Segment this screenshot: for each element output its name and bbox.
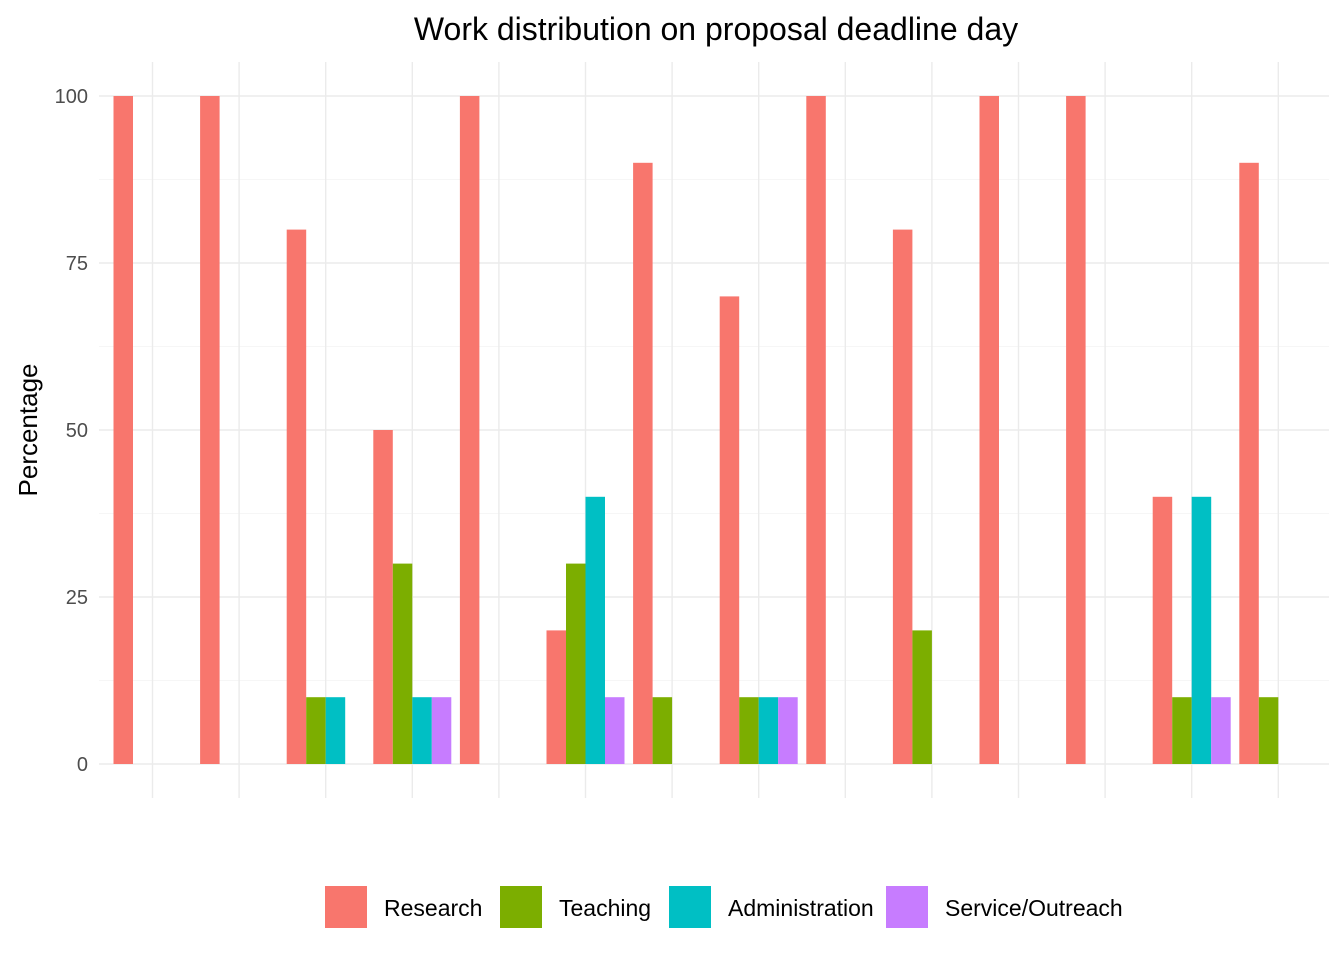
bar-research [979, 96, 999, 764]
bar-research [1066, 96, 1086, 764]
legend-key-teaching [500, 886, 542, 928]
legend-key-research [325, 886, 367, 928]
bar-administration [412, 697, 432, 764]
legend-label-teaching: Teaching [559, 895, 651, 921]
bar-administration [325, 697, 346, 764]
bar-research [806, 96, 826, 764]
bar-research [200, 96, 220, 764]
legend-key-administration [669, 886, 711, 928]
bar-research [113, 96, 133, 764]
bar-service-outreach [778, 697, 798, 764]
legend-label-research: Research [384, 895, 482, 921]
bar-teaching [306, 697, 326, 764]
legend-key-service-outreach [886, 886, 928, 928]
bar-research [719, 296, 740, 764]
legend-label-service-outreach: Service/Outreach [945, 895, 1123, 921]
bar-research [546, 630, 566, 764]
bar-research [633, 162, 653, 765]
bar-administration [585, 496, 605, 764]
chart-title: Work distribution on proposal deadline d… [414, 11, 1018, 47]
bar-teaching [739, 697, 759, 764]
bar-service-outreach [1211, 697, 1231, 764]
bar-research [1152, 496, 1173, 764]
bar-teaching [392, 563, 413, 764]
bar-teaching [652, 697, 673, 764]
bar-teaching [566, 563, 586, 764]
legend-label-administration: Administration [728, 895, 874, 921]
bar-research [373, 430, 393, 764]
y-tick-label: 50 [66, 420, 88, 442]
bar-teaching [1172, 697, 1192, 764]
bar-teaching [912, 630, 932, 764]
bar-administration [1191, 496, 1212, 764]
bar-service-outreach [605, 697, 625, 764]
y-tick-label: 75 [66, 253, 88, 275]
bar-research [892, 229, 913, 765]
y-axis-ticks: 0 25 50 75 100 [55, 86, 88, 776]
bar-administration [758, 697, 779, 764]
bar-research [459, 96, 480, 764]
bar-teaching [1258, 697, 1279, 764]
grid [99, 62, 1329, 798]
y-tick-label: 25 [66, 587, 88, 609]
bar-service-outreach [431, 697, 452, 764]
bar-research [1239, 162, 1259, 765]
y-tick-label: 0 [77, 754, 88, 776]
y-tick-label: 100 [55, 86, 88, 108]
legend: Research Teaching Administration Service/Ou… [325, 886, 1123, 928]
bar-research [286, 229, 307, 765]
y-axis-label: Percentage [13, 364, 43, 497]
bars [113, 96, 1279, 765]
